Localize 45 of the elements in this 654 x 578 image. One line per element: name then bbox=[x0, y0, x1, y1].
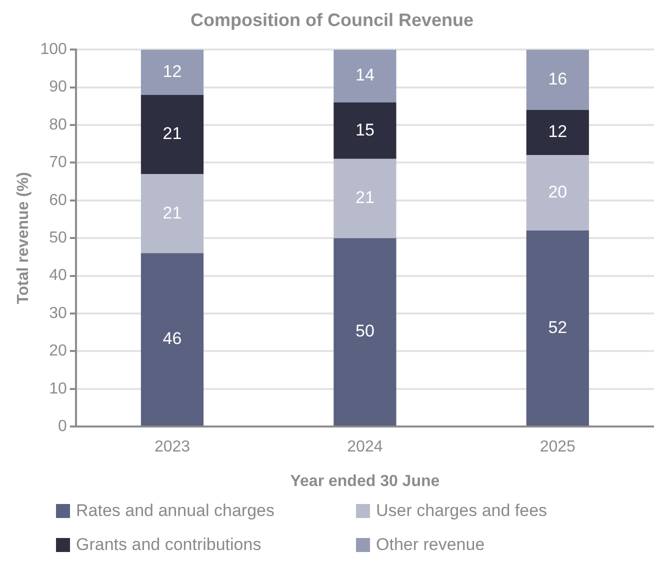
bar bbox=[526, 155, 589, 231]
data-label: 20 bbox=[548, 182, 568, 202]
legend-label: Other revenue bbox=[376, 535, 485, 555]
y-tick-label: 100 bbox=[40, 41, 67, 58]
data-label: 21 bbox=[355, 188, 374, 208]
y-tick-label: 40 bbox=[49, 267, 67, 284]
y-tick-label: 70 bbox=[49, 154, 67, 172]
bar bbox=[334, 158, 396, 238]
y-tick-label: 10 bbox=[49, 380, 67, 398]
data-label: 46 bbox=[162, 329, 182, 348]
bar bbox=[334, 238, 396, 426]
x-tick-label: 2025 bbox=[540, 438, 576, 456]
y-tick-label: 0 bbox=[58, 418, 67, 436]
bar bbox=[140, 253, 204, 426]
data-label: 50 bbox=[355, 322, 374, 341]
chart-title: Composition of Council Revenue bbox=[190, 10, 474, 30]
x-tick-label: 2024 bbox=[347, 438, 383, 456]
bar bbox=[334, 50, 396, 102]
bar bbox=[526, 110, 589, 156]
bar bbox=[526, 230, 589, 426]
data-label: 21 bbox=[162, 203, 182, 222]
x-tick-label: 2023 bbox=[154, 438, 190, 456]
legend-label: User charges and fees bbox=[376, 501, 548, 521]
data-label: 15 bbox=[355, 120, 374, 140]
bar bbox=[140, 50, 204, 95]
y-tick-label: 30 bbox=[49, 304, 67, 322]
bar bbox=[140, 174, 204, 254]
legend-label: Rates and annual charges bbox=[76, 501, 274, 521]
y-tick-label: 50 bbox=[49, 230, 67, 247]
legend-label: Grants and contributions bbox=[76, 535, 262, 555]
data-label: 16 bbox=[548, 69, 568, 88]
bar bbox=[334, 102, 396, 159]
data-label: 21 bbox=[162, 124, 182, 144]
bar bbox=[526, 50, 589, 110]
y-tick-label: 60 bbox=[49, 192, 67, 209]
data-label: 52 bbox=[548, 318, 568, 337]
y-axis-title: Total revenue (%) bbox=[15, 172, 32, 304]
data-label: 14 bbox=[355, 66, 374, 85]
data-label: 12 bbox=[162, 62, 182, 81]
y-tick-label: 20 bbox=[49, 342, 67, 360]
y-tick-label: 90 bbox=[49, 78, 67, 96]
y-tick-label: 80 bbox=[49, 116, 67, 134]
x-axis-title: Year ended 30 June bbox=[290, 472, 440, 490]
bar bbox=[140, 94, 204, 174]
data-label: 12 bbox=[548, 122, 568, 142]
